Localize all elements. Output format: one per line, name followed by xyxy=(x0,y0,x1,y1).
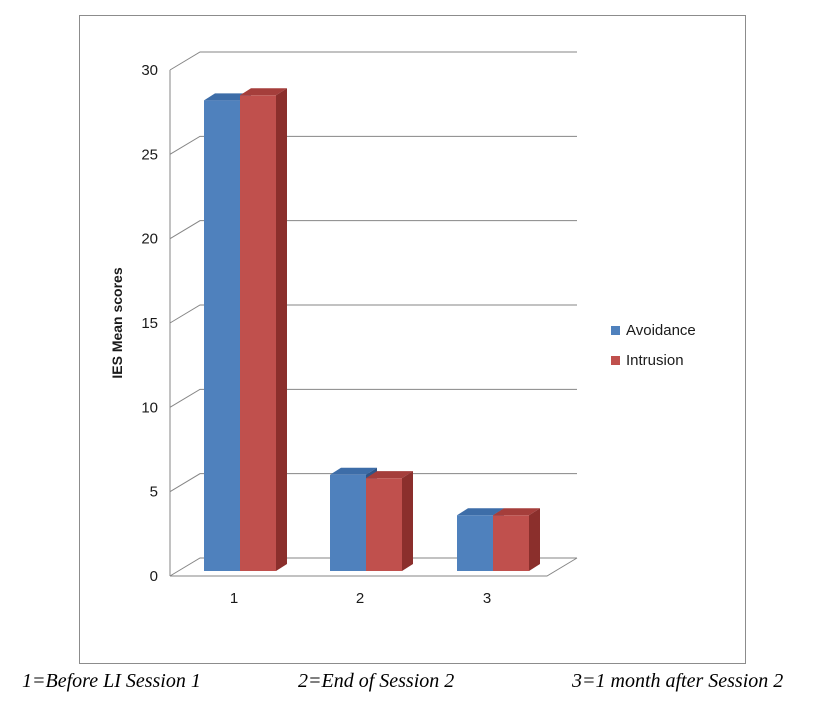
caption-category-3: 3=1 month after Session 2 xyxy=(572,670,784,692)
caption-category-2: 2=End of Session 2 xyxy=(298,670,455,692)
legend-item-intrusion: Intrusion xyxy=(611,345,696,375)
bar-front-intrusion-3 xyxy=(493,515,529,571)
legend-swatch-avoidance xyxy=(611,325,620,335)
caption-category-1: 1=Before LI Session 1 xyxy=(22,670,201,692)
gridline-20 xyxy=(169,220,577,240)
bar-side-intrusion-1 xyxy=(276,88,287,572)
bar-front-avoidance-2 xyxy=(330,474,366,571)
bar-top-intrusion-2 xyxy=(366,471,413,479)
legend-swatch-intrusion xyxy=(611,355,620,365)
bar-front-avoidance-3 xyxy=(457,515,493,571)
bar-front-intrusion-1 xyxy=(240,95,276,572)
grid-layer xyxy=(169,51,577,577)
gridline-15 xyxy=(169,304,577,324)
legend-label-avoidance: Avoidance xyxy=(626,321,696,339)
label-layer: 0 5 10 15 20 25 30 IES Mean scores 1 2 3 xyxy=(109,62,491,607)
y-tick-label-20: 20 xyxy=(141,231,158,248)
y-tick-label-30: 30 xyxy=(141,62,158,79)
bar-side-intrusion-2 xyxy=(402,471,413,571)
x-tick-label-3: 3 xyxy=(483,590,491,607)
x-axis-floor xyxy=(170,557,578,577)
chart-frame xyxy=(79,15,746,664)
gridline-25 xyxy=(169,135,577,155)
y-tick-label-10: 10 xyxy=(141,399,158,416)
bar-top-avoidance-2 xyxy=(330,467,377,475)
axis-layer xyxy=(169,70,578,577)
bar-top-intrusion-1 xyxy=(240,88,287,96)
gridline-5 xyxy=(169,473,577,493)
x-tick-label-1: 1 xyxy=(230,590,238,607)
legend: Avoidance Intrusion xyxy=(611,315,696,375)
y-tick-label-0: 0 xyxy=(150,568,158,585)
y-tick-label-5: 5 xyxy=(150,484,158,501)
y-axis-title: IES Mean scores xyxy=(109,267,125,378)
gridline-10 xyxy=(169,388,577,408)
bar-top-avoidance-1 xyxy=(204,93,251,101)
bar-top-intrusion-3 xyxy=(493,508,540,516)
legend-item-avoidance: Avoidance xyxy=(611,315,696,345)
bar-front-avoidance-1 xyxy=(204,100,240,572)
legend-label-intrusion: Intrusion xyxy=(626,351,684,369)
x-tick-label-2: 2 xyxy=(356,590,364,607)
y-tick-label-25: 25 xyxy=(141,146,158,163)
gridline-30 xyxy=(169,51,577,71)
bar-top-avoidance-3 xyxy=(457,508,504,516)
y-tick-label-15: 15 xyxy=(141,315,158,332)
bar-front-intrusion-2 xyxy=(366,478,402,571)
gridline-0 xyxy=(169,557,577,577)
bar-side-intrusion-3 xyxy=(529,508,540,571)
bars-layer xyxy=(204,88,540,572)
